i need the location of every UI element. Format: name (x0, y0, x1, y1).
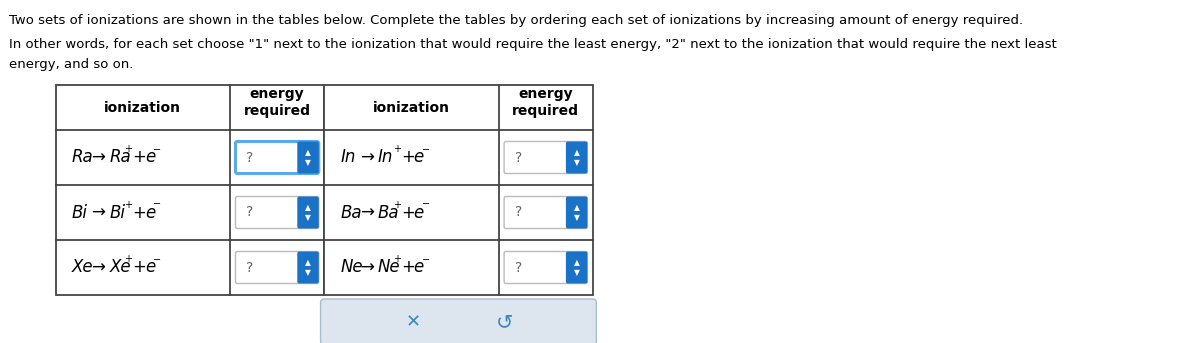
Text: ▼: ▼ (305, 268, 311, 277)
Text: ▲: ▲ (574, 148, 580, 157)
Text: ionization: ionization (104, 100, 181, 115)
Text: ▼: ▼ (574, 213, 580, 222)
Text: ▼: ▼ (574, 158, 580, 167)
Text: e: e (145, 149, 155, 166)
Text: +: + (125, 144, 132, 154)
Text: Ra: Ra (72, 149, 94, 166)
Text: ?: ? (515, 151, 522, 165)
Text: +: + (132, 259, 146, 276)
Text: +: + (394, 200, 401, 210)
FancyBboxPatch shape (235, 251, 319, 284)
Text: −: − (421, 255, 430, 264)
Text: +: + (125, 255, 132, 264)
FancyBboxPatch shape (298, 197, 319, 228)
Text: →: → (360, 259, 374, 276)
Text: In other words, for each set choose "1" next to the ionization that would requir: In other words, for each set choose "1" … (8, 38, 1057, 51)
Text: ▼: ▼ (305, 158, 311, 167)
FancyBboxPatch shape (504, 251, 587, 284)
Text: +: + (394, 144, 401, 154)
Text: −: − (421, 144, 430, 154)
Text: Ne: Ne (341, 259, 362, 276)
Text: −: − (154, 144, 161, 154)
Text: ↺: ↺ (496, 312, 512, 332)
Text: ?: ? (246, 205, 253, 220)
Text: →: → (360, 203, 374, 222)
Text: In: In (341, 149, 355, 166)
Text: →: → (91, 203, 106, 222)
Text: e: e (414, 203, 424, 222)
Text: ?: ? (515, 205, 522, 220)
Text: energy
required: energy required (512, 87, 580, 118)
Text: ?: ? (246, 151, 253, 165)
Text: →: → (91, 259, 106, 276)
FancyBboxPatch shape (566, 251, 587, 284)
Text: Xe: Xe (72, 259, 94, 276)
Text: +: + (125, 200, 132, 210)
Text: ▼: ▼ (305, 213, 311, 222)
Text: ▲: ▲ (305, 148, 311, 157)
FancyBboxPatch shape (566, 142, 587, 174)
FancyBboxPatch shape (504, 142, 587, 174)
FancyBboxPatch shape (235, 197, 319, 228)
Text: ✕: ✕ (406, 313, 420, 331)
FancyBboxPatch shape (320, 299, 596, 343)
Text: ?: ? (246, 260, 253, 274)
Text: +: + (394, 255, 401, 264)
Text: Xe: Xe (109, 259, 131, 276)
Text: +: + (401, 149, 415, 166)
Text: Ra: Ra (109, 149, 131, 166)
Bar (55, 85, 324, 295)
Text: ionization: ionization (373, 100, 450, 115)
FancyBboxPatch shape (566, 197, 587, 228)
Text: e: e (414, 259, 424, 276)
Text: −: − (154, 255, 161, 264)
Text: e: e (414, 149, 424, 166)
Text: Ba: Ba (341, 203, 362, 222)
Text: Ba: Ba (378, 203, 400, 222)
Text: Bi: Bi (72, 203, 88, 222)
Text: ?: ? (515, 260, 522, 274)
Text: +: + (401, 203, 415, 222)
Text: +: + (401, 259, 415, 276)
Text: e: e (145, 259, 155, 276)
Text: +: + (132, 203, 146, 222)
FancyBboxPatch shape (235, 142, 319, 174)
Text: +: + (132, 149, 146, 166)
FancyBboxPatch shape (298, 142, 319, 174)
Text: →: → (91, 149, 106, 166)
Text: ▲: ▲ (574, 258, 580, 267)
Text: e: e (145, 203, 155, 222)
Text: Bi: Bi (109, 203, 125, 222)
Text: In: In (378, 149, 394, 166)
Text: energy
required: energy required (244, 87, 311, 118)
FancyBboxPatch shape (298, 251, 319, 284)
FancyBboxPatch shape (504, 197, 587, 228)
Text: ▼: ▼ (574, 268, 580, 277)
Text: Two sets of ionizations are shown in the tables below. Complete the tables by or: Two sets of ionizations are shown in the… (8, 14, 1024, 27)
Bar (324, 85, 593, 295)
Text: energy, and so on.: energy, and so on. (8, 58, 133, 71)
Text: Ne: Ne (378, 259, 401, 276)
Text: ▲: ▲ (305, 258, 311, 267)
Text: ▲: ▲ (305, 203, 311, 212)
Text: →: → (360, 149, 374, 166)
Text: −: − (421, 200, 430, 210)
Text: ▲: ▲ (574, 203, 580, 212)
Text: −: − (154, 200, 161, 210)
